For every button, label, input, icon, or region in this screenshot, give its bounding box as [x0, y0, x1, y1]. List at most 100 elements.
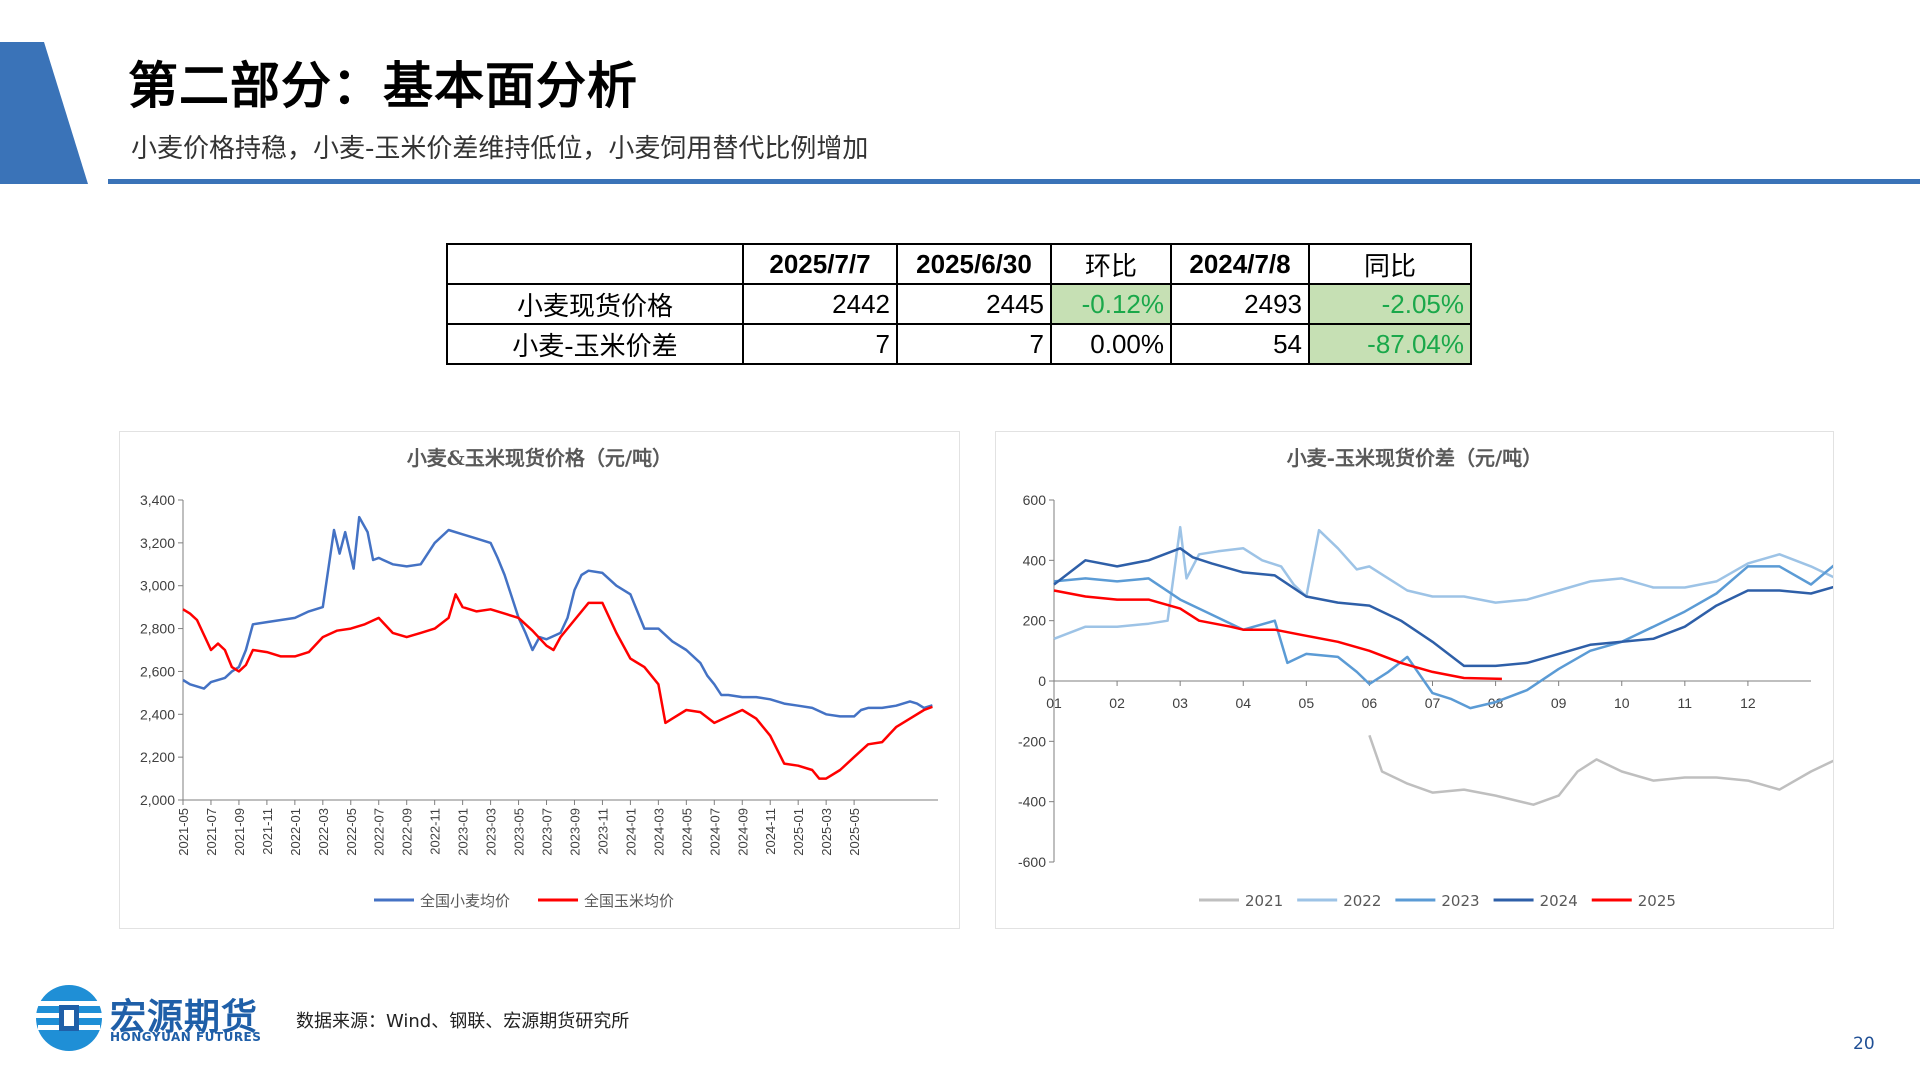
series-line	[1053, 525, 1833, 640]
x-tick-label: 2022-03	[316, 808, 331, 856]
x-tick-label: 04	[1235, 695, 1251, 711]
x-tick-label: 2024-05	[679, 808, 694, 856]
table-header-row: 2025/7/7 2025/6/30 环比 2024/7/8 同比	[446, 243, 1472, 285]
x-tick-label: 10	[1614, 695, 1630, 711]
x-tick-label: 2024-03	[651, 808, 666, 856]
y-tick-label: 2,600	[140, 663, 175, 679]
x-tick-label: 07	[1425, 695, 1441, 711]
corner-accent-shape	[0, 42, 88, 184]
x-tick-label: 2021-05	[176, 808, 191, 856]
y-tick-label: -600	[1018, 854, 1046, 870]
x-tick-label: 2024-01	[623, 808, 638, 856]
x-tick-label: 11	[1678, 695, 1693, 711]
spread-chart: 小麦-玉米现货价差（元/吨） -600 -400 -200 0 200 400 600 01 02…	[1018, 446, 1833, 910]
table-header-cell: 2025/6/30	[896, 243, 1052, 285]
table-cell-highlight: -2.05%	[1308, 283, 1472, 325]
page-number: 20	[1853, 1034, 1875, 1054]
table-row-label: 小麦-玉米价差	[446, 323, 744, 365]
table-row-label: 小麦现货价格	[446, 283, 744, 325]
table-cell: 7	[896, 323, 1052, 365]
legend-label: 全国小麦均价	[420, 892, 510, 910]
y-tick-label: 3,200	[140, 535, 175, 551]
x-tick-label: 06	[1362, 695, 1378, 711]
y-tick-label: 400	[1023, 552, 1047, 568]
y-tick-label: 2,800	[140, 621, 175, 637]
y-tick-label: 2,400	[140, 706, 175, 722]
table-cell: 7	[742, 323, 898, 365]
table-cell: 54	[1170, 323, 1310, 365]
x-tick-label: 2024-11	[763, 808, 778, 855]
x-tick-label: 02	[1109, 695, 1125, 711]
y-tick-label: -400	[1018, 794, 1046, 810]
series-line	[1053, 564, 1833, 710]
brand-name-en: HONGYUAN FUTURES	[110, 1030, 262, 1044]
y-tick-label: 3,000	[140, 578, 175, 594]
x-tick-label: 2023-09	[567, 808, 582, 856]
y-tick-label: -200	[1018, 733, 1046, 749]
x-tick-label: 2023-05	[512, 808, 527, 856]
y-tick-label: 0	[1038, 673, 1046, 689]
y-tick-label: 600	[1023, 492, 1047, 508]
x-tick-label: 2022-11	[428, 808, 443, 855]
legend-label: 2023	[1441, 892, 1479, 910]
x-tick-label: 2024-07	[707, 808, 722, 856]
x-tick-label: 2023-07	[540, 808, 555, 856]
data-source-note: 数据来源：Wind、钢联、宏源期货研究所	[296, 1011, 630, 1032]
x-tick-label: 2023-01	[456, 808, 471, 856]
page-subtitle: 小麦价格持稳，小麦-玉米价差维持低位，小麦饲用替代比例增加	[131, 134, 869, 164]
series-line	[1053, 589, 1502, 681]
x-tick-label: 2023-03	[484, 808, 499, 856]
x-tick-label: 2022-07	[372, 808, 387, 856]
spread-chart-panel: 小麦-玉米现货价差（元/吨） -600 -400 -200 0 200 400 600 01 02…	[995, 431, 1834, 929]
series-line	[182, 515, 933, 718]
chart-title: 小麦&玉米现货价格（元/吨）	[407, 446, 672, 470]
brand-name: 宏源期货	[110, 997, 259, 1038]
x-tick-label: 2022-09	[400, 808, 415, 856]
table-cell-highlight: -87.04%	[1308, 323, 1472, 365]
y-tick-label: 3,400	[140, 492, 175, 508]
x-tick-label: 2022-01	[288, 808, 303, 856]
summary-table: 2025/7/7 2025/6/30 环比 2024/7/8 同比 小麦现货价格…	[446, 243, 1472, 365]
legend-label: 2024	[1540, 892, 1578, 910]
table-row: 小麦-玉米价差 7 7 0.00% 54 -87.04%	[446, 323, 1472, 365]
legend-label: 2022	[1343, 892, 1381, 910]
x-tick-label: 2025-05	[847, 808, 862, 856]
table-cell-highlight: -0.12%	[1050, 283, 1172, 325]
x-tick-label: 03	[1172, 695, 1188, 711]
legend-label: 2021	[1245, 892, 1283, 910]
table-cell: 2493	[1170, 283, 1310, 325]
table-cell: 2442	[742, 283, 898, 325]
x-tick-label: 12	[1740, 695, 1756, 711]
header-rule	[108, 179, 1920, 184]
brand-logo-icon	[36, 985, 102, 1051]
series-line	[1053, 547, 1833, 668]
price-chart: 小麦&玉米现货价格（元/吨） 2,000 2,200 2,400 2,600 2,800 3…	[140, 446, 938, 910]
table-header-cell: 2024/7/8	[1170, 243, 1310, 285]
legend-label: 2025	[1638, 892, 1676, 910]
x-tick-label: 09	[1551, 695, 1567, 711]
table-header-cell: 环比	[1050, 243, 1172, 285]
x-tick-label: 2021-07	[204, 808, 219, 856]
table-header-cell	[446, 243, 744, 285]
x-tick-label: 2023-11	[595, 808, 610, 855]
x-tick-label: 05	[1299, 695, 1315, 711]
table-row: 小麦现货价格 2442 2445 -0.12% 2493 -2.05%	[446, 283, 1472, 325]
table-header-cell: 2025/7/7	[742, 243, 898, 285]
x-tick-label: 01	[1046, 695, 1062, 711]
y-tick-label: 2,200	[140, 749, 175, 765]
table-cell: 0.00%	[1050, 323, 1172, 365]
price-chart-panel: 小麦&玉米现货价格（元/吨） 2,000 2,200 2,400 2,600 2,800 3…	[119, 431, 960, 929]
series-line	[182, 593, 933, 780]
table-header-cell: 同比	[1308, 243, 1472, 285]
y-tick-label: 200	[1023, 613, 1047, 629]
x-tick-label: 2021-09	[232, 808, 247, 856]
legend-label: 全国玉米均价	[584, 892, 674, 910]
x-tick-label: 2025-03	[819, 808, 834, 856]
x-tick-label: 2025-01	[791, 808, 806, 856]
series-line	[1368, 734, 1833, 806]
table-cell: 2445	[896, 283, 1052, 325]
page-title: 第二部分：基本面分析	[128, 57, 638, 115]
chart-title: 小麦-玉米现货价差（元/吨）	[1287, 446, 1543, 470]
y-tick-label: 2,000	[140, 792, 175, 808]
x-tick-label: 2024-09	[735, 808, 750, 856]
